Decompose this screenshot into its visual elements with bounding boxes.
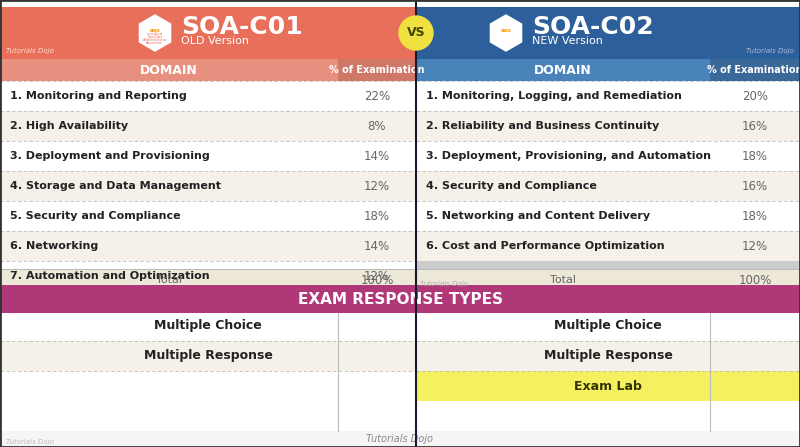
Text: 18%: 18% bbox=[742, 210, 768, 223]
Text: Total: Total bbox=[156, 275, 182, 285]
Bar bbox=[0, 371, 416, 401]
Text: SOA-C01: SOA-C01 bbox=[181, 15, 302, 39]
Text: EXAM RESPONSE TYPES: EXAM RESPONSE TYPES bbox=[298, 291, 502, 307]
Text: % of Examination: % of Examination bbox=[707, 65, 800, 75]
Text: 5. Security and Compliance: 5. Security and Compliance bbox=[10, 211, 181, 221]
Bar bbox=[338, 59, 416, 81]
Bar bbox=[0, 111, 416, 141]
Text: 8%: 8% bbox=[368, 119, 386, 132]
Text: DOMAIN: DOMAIN bbox=[140, 63, 198, 76]
Text: Total: Total bbox=[550, 275, 576, 285]
Text: 16%: 16% bbox=[742, 180, 768, 193]
Text: % of Examination: % of Examination bbox=[330, 65, 425, 75]
Bar bbox=[416, 111, 800, 141]
Bar bbox=[0, 231, 416, 261]
Text: 16%: 16% bbox=[742, 119, 768, 132]
Text: 18%: 18% bbox=[742, 149, 768, 163]
Bar bbox=[416, 141, 800, 171]
Text: Administrator: Administrator bbox=[494, 38, 518, 42]
Bar bbox=[416, 201, 800, 231]
Text: Multiple Response: Multiple Response bbox=[543, 350, 673, 363]
Text: VS: VS bbox=[406, 26, 426, 39]
Text: 6. Networking: 6. Networking bbox=[10, 241, 98, 251]
Text: 2. Reliability and Business Continuity: 2. Reliability and Business Continuity bbox=[426, 121, 659, 131]
Bar bbox=[416, 171, 800, 201]
Text: 5. Networking and Content Delivery: 5. Networking and Content Delivery bbox=[426, 211, 650, 221]
Text: 2. High Availability: 2. High Availability bbox=[10, 121, 128, 131]
Bar bbox=[416, 81, 800, 111]
Bar bbox=[416, 341, 800, 371]
Bar bbox=[416, 261, 800, 291]
Bar bbox=[0, 285, 800, 313]
Text: certified: certified bbox=[498, 32, 514, 36]
Text: aws: aws bbox=[501, 29, 511, 34]
Text: Tutorials Dojo: Tutorials Dojo bbox=[6, 48, 54, 54]
Text: Multiple Choice: Multiple Choice bbox=[154, 320, 262, 333]
Text: OLD Version: OLD Version bbox=[181, 36, 249, 46]
Text: 12%: 12% bbox=[364, 270, 390, 283]
Bar bbox=[710, 59, 800, 81]
Bar bbox=[0, 81, 416, 111]
Text: 20%: 20% bbox=[742, 89, 768, 102]
Text: NEW Version: NEW Version bbox=[532, 36, 603, 46]
Text: Multiple Choice: Multiple Choice bbox=[554, 320, 662, 333]
Text: Tutorials Dojo: Tutorials Dojo bbox=[420, 281, 468, 287]
Bar bbox=[0, 341, 416, 371]
Bar bbox=[0, 141, 416, 171]
Bar bbox=[0, 431, 800, 447]
Text: Tutorials Dojo: Tutorials Dojo bbox=[746, 48, 794, 54]
Text: DOMAIN: DOMAIN bbox=[534, 63, 592, 76]
Polygon shape bbox=[490, 15, 522, 51]
Text: 1. Monitoring, Logging, and Remediation: 1. Monitoring, Logging, and Remediation bbox=[426, 91, 682, 101]
Text: Exam Lab: Exam Lab bbox=[574, 380, 642, 392]
Text: 14%: 14% bbox=[364, 240, 390, 253]
Text: 14%: 14% bbox=[364, 149, 390, 163]
Bar bbox=[0, 59, 338, 81]
Bar bbox=[0, 7, 416, 59]
Text: Associate: Associate bbox=[146, 41, 163, 45]
Bar bbox=[0, 261, 416, 291]
Text: 18%: 18% bbox=[364, 210, 390, 223]
Bar bbox=[416, 371, 800, 401]
Text: 3. Deployment and Provisioning: 3. Deployment and Provisioning bbox=[10, 151, 210, 161]
Bar bbox=[0, 171, 416, 201]
Bar bbox=[416, 7, 800, 59]
Text: SysOps: SysOps bbox=[498, 35, 514, 39]
Text: Multiple Response: Multiple Response bbox=[143, 350, 273, 363]
Text: Tutorials Dojo: Tutorials Dojo bbox=[6, 439, 54, 445]
Text: certified: certified bbox=[147, 32, 163, 36]
Bar bbox=[416, 269, 800, 291]
Bar bbox=[0, 269, 416, 291]
Text: 100%: 100% bbox=[360, 274, 394, 287]
Text: 6. Cost and Performance Optimization: 6. Cost and Performance Optimization bbox=[426, 241, 665, 251]
Bar bbox=[0, 201, 416, 231]
Text: Administrator: Administrator bbox=[142, 38, 167, 42]
Text: 4. Storage and Data Management: 4. Storage and Data Management bbox=[10, 181, 221, 191]
Text: 7. Automation and Optimization: 7. Automation and Optimization bbox=[10, 271, 210, 281]
Text: 3. Deployment, Provisioning, and Automation: 3. Deployment, Provisioning, and Automat… bbox=[426, 151, 711, 161]
Text: 12%: 12% bbox=[742, 240, 768, 253]
Text: Tutorials Dojo: Tutorials Dojo bbox=[366, 434, 434, 444]
Text: 4. Security and Compliance: 4. Security and Compliance bbox=[426, 181, 597, 191]
Text: 100%: 100% bbox=[738, 274, 772, 287]
Text: 22%: 22% bbox=[364, 89, 390, 102]
Circle shape bbox=[399, 16, 433, 50]
Text: SOA-C02: SOA-C02 bbox=[532, 15, 654, 39]
Bar bbox=[0, 311, 416, 341]
Text: aws: aws bbox=[150, 29, 160, 34]
Text: Associate: Associate bbox=[498, 41, 514, 45]
Polygon shape bbox=[139, 15, 170, 51]
Bar bbox=[416, 231, 800, 261]
Text: 1. Monitoring and Reporting: 1. Monitoring and Reporting bbox=[10, 91, 186, 101]
Bar bbox=[416, 59, 710, 81]
Bar bbox=[416, 311, 800, 341]
Text: 12%: 12% bbox=[364, 180, 390, 193]
Text: SysOps: SysOps bbox=[147, 35, 162, 39]
